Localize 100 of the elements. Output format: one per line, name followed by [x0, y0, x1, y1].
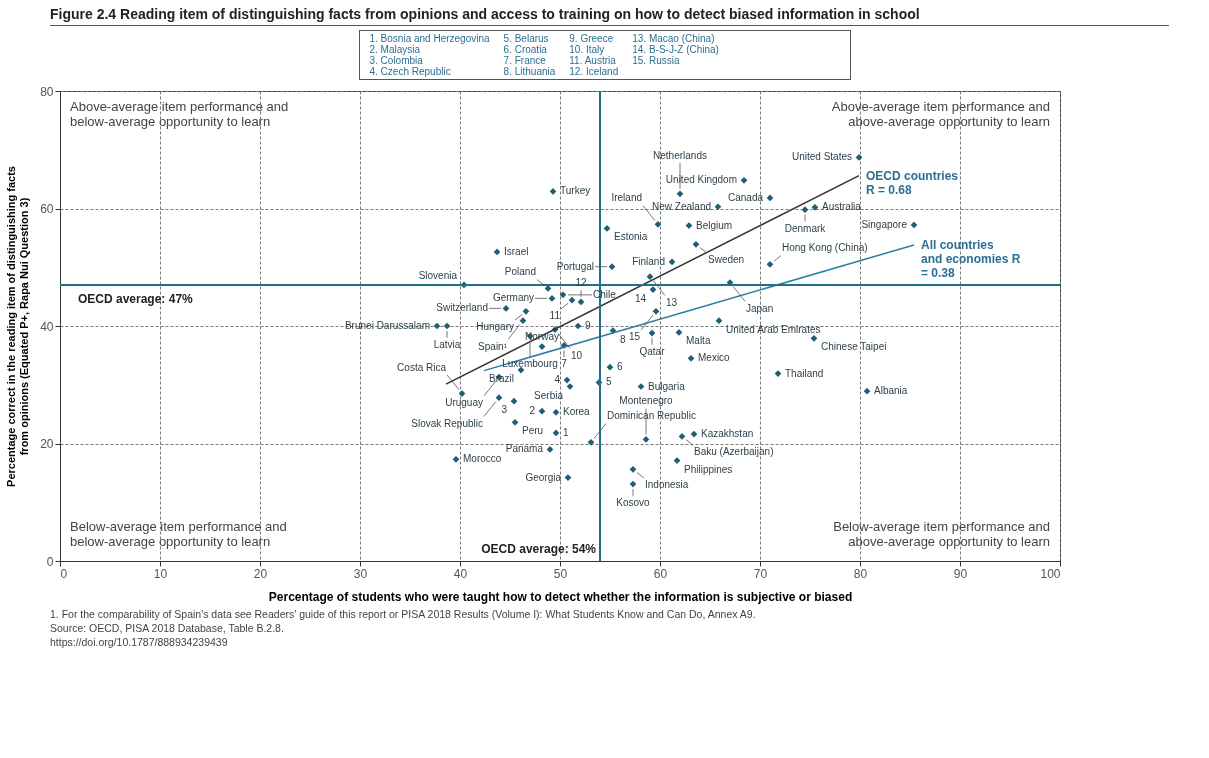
text: 13. Macao (China)	[632, 33, 715, 44]
x-tick-label: 90	[953, 566, 968, 581]
y-tick-label: 40	[40, 319, 54, 334]
annotation: Serbia	[534, 389, 564, 401]
annotation: Portugal	[556, 260, 594, 272]
annotation: Luxembourg	[502, 357, 558, 369]
annotation: Qatar	[639, 346, 666, 358]
text: 15. Russia	[632, 55, 681, 66]
annotation: Thailand	[785, 367, 824, 379]
annotation: Turkey	[560, 185, 591, 197]
annotation: Slovenia	[418, 269, 458, 281]
x-tick-label: 40	[453, 566, 468, 581]
ref-line-label: OECD average: 54%	[481, 542, 597, 556]
annotation: Bulgaria	[648, 380, 686, 392]
annotation: 3	[501, 404, 508, 416]
annotation: Germany	[492, 292, 534, 304]
annotation: New Zealand	[652, 200, 711, 212]
y-tick-label: 60	[40, 202, 54, 216]
annotation: Panama	[505, 443, 544, 455]
annotation: Costa Rica	[397, 361, 447, 373]
annotation: Above-average item performance and above-average opportunity to learn	[831, 99, 1050, 129]
annotation: Israel	[504, 245, 529, 257]
annotation: 10	[571, 349, 583, 361]
x-axis-title: Percentage of students who were taught how to detect whether the information is subjective or biased	[268, 589, 853, 604]
text: 8. Lithuania	[503, 66, 556, 77]
annotation: Malta	[686, 335, 711, 347]
annotation: Chinese Taipei	[821, 341, 887, 353]
annotation: Peru	[522, 425, 544, 437]
annotation: Hong Kong (China)	[782, 242, 868, 254]
annotation: Kazakhstan	[701, 428, 754, 440]
text: 9. Greece	[569, 33, 615, 44]
source-note: Source: OECD, PISA 2018 Database, Table B.2.8.	[50, 621, 285, 636]
annotation: Above-average item performance and below-average opportunity to learn	[70, 99, 289, 129]
annotation: 4	[554, 374, 561, 386]
annotation: Korea	[563, 406, 591, 418]
annotation: Estonia	[614, 231, 648, 243]
annotation: Dominican Republic	[607, 410, 696, 422]
annotation: 2	[529, 405, 536, 417]
annotation: Baku (Azerbaijan)	[694, 446, 774, 458]
text: 2. Malaysia	[369, 44, 421, 55]
y-axis-title: Percentage correct in the reading item of distinguishing facts from opinions (Equated P+, Rapa Nui Question 3)	[5, 166, 31, 487]
text: 1. For the comparability of Spain's data see Readers' guide of this report or PISA 2018 Results (Volume I): What Students Know and Can Do, Annex A9.	[50, 607, 757, 622]
annotation: Uruguay	[445, 397, 483, 409]
annotation: Spain¹	[478, 340, 508, 352]
x-tick-label: 70	[753, 566, 768, 581]
x-tick-label: 100	[1040, 566, 1061, 581]
text: 1. Bosnia and Herzegovina	[369, 33, 490, 44]
annotation: Below-average item performance and below-average opportunity to learn	[70, 519, 287, 549]
annotation: Denmark	[784, 222, 827, 234]
x-tick-label: 80	[853, 566, 868, 581]
x-tick-label: 30	[353, 566, 368, 581]
annotation: 6	[617, 361, 623, 373]
annotation: Georgia	[525, 471, 562, 483]
annotation: Slovak Republic	[411, 417, 483, 429]
text: 5. Belarus	[503, 33, 550, 44]
annotation: Ireland	[611, 192, 642, 204]
annotation: 14	[634, 292, 647, 304]
annotation: 7	[561, 358, 568, 370]
annotation: 8	[620, 333, 626, 345]
annotation: United Arab Emirates	[726, 323, 821, 335]
text: 10. Italy	[569, 44, 605, 55]
annotation: All countries and economies R = 0.38	[921, 237, 1021, 280]
annotation: Mexico	[698, 352, 731, 364]
annotation: 11	[549, 310, 561, 322]
annotation: 9	[585, 320, 591, 331]
chart-title: Figure 2.4 Reading item of distinguishing facts from opinions and access to training on how to detect biased information in school	[50, 6, 1169, 26]
x-tick-label: 20	[253, 566, 268, 581]
annotation: 13	[666, 296, 678, 308]
y-tick-label: 0	[46, 554, 54, 569]
x-tick-label: 0	[60, 566, 68, 581]
text: 12. Iceland	[569, 66, 619, 77]
annotation: United Kingdom	[665, 174, 737, 186]
annotation: Albania	[874, 385, 908, 397]
text: 7. France	[503, 55, 547, 66]
x-tick-label: 50	[553, 566, 568, 581]
annotation: Philippines	[684, 463, 733, 475]
annotation: United States	[791, 151, 852, 163]
annotation: 1	[563, 426, 569, 438]
annotation: Brunei Darussalam	[344, 320, 430, 331]
annotation: Australia	[822, 201, 862, 213]
annotation: Sweden	[708, 254, 745, 266]
y-tick-label: 80	[40, 84, 54, 99]
annotation: Japan	[746, 302, 774, 314]
y-tick-label: 20	[40, 437, 54, 451]
x-tick-label: 10	[153, 566, 168, 581]
annotation: OECD countries R = 0.68	[866, 168, 959, 197]
annotation: Latvia	[433, 339, 461, 350]
annotation: Switzerland	[436, 302, 488, 314]
annotation: Netherlands	[653, 149, 707, 161]
annotation: Montenegro	[619, 395, 674, 407]
text: 14. B-S-J-Z (China)	[632, 44, 719, 55]
annotation: 5	[606, 376, 612, 388]
x-tick-label: 60	[653, 566, 668, 581]
ref-line-label: OECD average: 47%	[78, 291, 194, 306]
annotation: Morocco	[463, 453, 502, 465]
text: 3. Colombia	[369, 55, 424, 66]
annotation: Singapore	[861, 218, 908, 230]
annotation: Canada	[727, 191, 764, 203]
annotation: Hungary	[476, 321, 514, 333]
annotation: Kosovo	[616, 497, 651, 509]
